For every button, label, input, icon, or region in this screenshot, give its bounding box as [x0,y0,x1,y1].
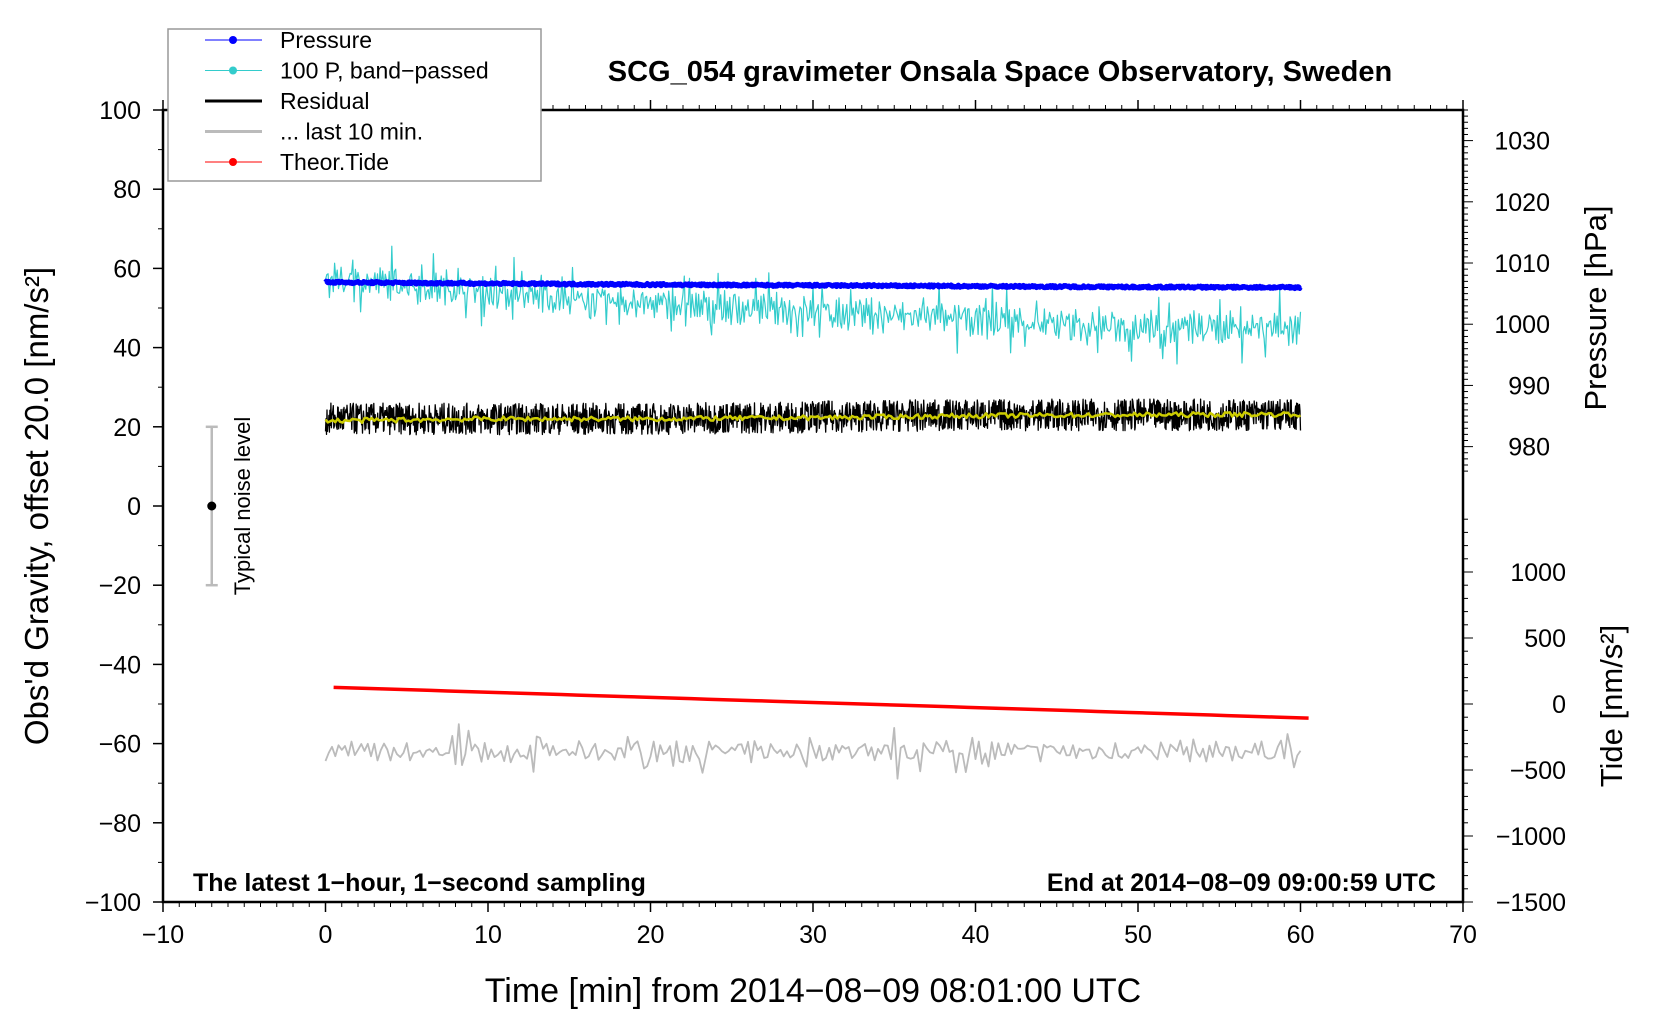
series-residual-smoothed [324,411,1301,424]
tide-tick-label: −1000 [1496,823,1566,851]
legend-marker [229,158,237,166]
x-tick-label: 50 [1124,921,1152,949]
pressure-tick-label: 1030 [1494,128,1550,156]
tide-tick-label: 0 [1552,691,1566,719]
series-layer [323,245,1309,780]
legend-entry: Pressure [205,27,372,53]
axes-layer [161,108,1465,904]
legend-label: 100 P, band−passed [280,58,489,84]
x-axis-label: Time [min] from 2014−08−09 08:01:00 UTC [485,972,1141,1010]
series-theor-tide [333,685,1309,720]
x-tick-label: 30 [799,921,827,949]
y-tick-label: −60 [99,731,141,759]
pressure-tick-label: 990 [1508,372,1550,400]
y-tick-label: −100 [85,889,141,917]
x-tick-label: 40 [962,921,990,949]
y-tick-label: 40 [113,335,141,363]
noise-bar-center-dot [207,501,217,511]
ticks-layer: −10 0 10 20 30 40 50 60 70−100−80−60−40−20020406… [85,97,1566,949]
annotation-bottom-left: The latest 1−hour, 1−second sampling [193,869,646,897]
chart-title: SCG_054 gravimeter Onsala Space Observat… [608,56,1392,88]
series-last-10-min [324,723,1302,780]
y-tick-label: 100 [99,97,141,125]
noise-level-indicator: Typical noise level [205,417,255,596]
x-tick-label: 0 [319,921,333,949]
legend-entry: 100 P, band−passed [205,58,489,84]
legend-label: Residual [280,88,370,114]
x-tick-label: −10 [142,921,184,949]
legend-label: Theor.Tide [280,149,389,175]
legend: Pressure 100 P, band−passed Residual ... la… [167,27,542,182]
pressure-axis-label: Pressure [hPa] [1578,205,1613,410]
x-tick-label: 20 [637,921,665,949]
tide-tick-label: −500 [1510,757,1566,785]
series-pressure [323,278,1303,292]
noise-level-label: Typical noise level [230,417,255,596]
pressure-tick-label: 980 [1508,434,1550,462]
y-tick-label: 80 [113,176,141,204]
plot-frame [161,108,1465,904]
pressure-tick-label: 1000 [1494,311,1550,339]
annotation-bottom-right: End at 2014−08−09 09:00:59 UTC [1047,869,1436,897]
legend-entry: ... last 10 min. [205,119,423,145]
legend-marker [229,66,237,75]
legend-entry: Theor.Tide [205,149,389,175]
tide-tick-label: 1000 [1510,559,1566,587]
legend-label: Pressure [280,27,372,53]
pressure-tick-label: 1010 [1494,250,1550,278]
legend-label: ... last 10 min. [280,119,423,145]
x-tick-label: 70 [1449,921,1477,949]
y-tick-label: 20 [113,414,141,442]
y-tick-label: 0 [127,493,141,521]
tide-tick-label: −1500 [1496,889,1566,917]
y-tick-label: 60 [113,255,141,283]
y-tick-label: −80 [99,810,141,838]
tide-axis-label: Tide [nm/s²] [1594,625,1629,788]
pressure-tick-label: 1020 [1494,189,1550,217]
y-tick-label: −40 [99,651,141,679]
x-tick-label: 10 [474,921,502,949]
x-tick-label: 60 [1287,921,1315,949]
legend-box [167,28,542,182]
legend-entry: Residual [205,88,370,114]
tide-tick-label: 500 [1524,625,1566,653]
legend-marker [229,36,237,44]
y-tick-label: −20 [99,572,141,600]
y-axis-label: Obs'd Gravity, offset 20.0 [nm/s²] [18,267,55,745]
series-residual [324,398,1302,436]
series-100-p-band-passed [324,245,1302,365]
